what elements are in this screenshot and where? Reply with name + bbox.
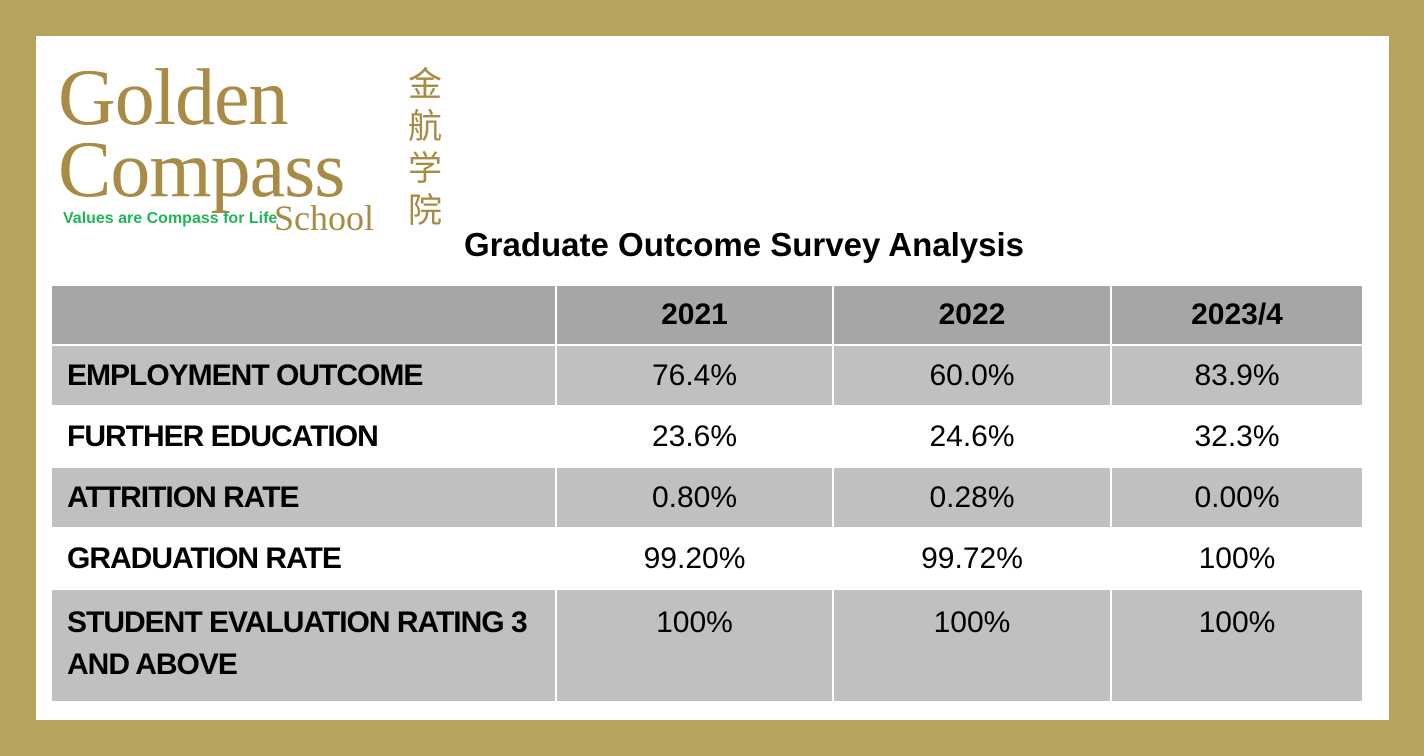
row-label: GRADUATION RATE [50,527,557,590]
row-label: STUDENT EVALUATION RATING 3 AND ABOVE [50,588,557,703]
table-cell: 32.3% [1110,405,1364,468]
table-cell: 60.0% [832,344,1112,407]
table-cell: 24.6% [832,405,1112,468]
table-cell: 0.80% [555,466,834,529]
table-cell: 100% [832,588,1112,703]
table-cell: 100% [1110,527,1364,590]
table-header-row: 2021 2022 2023/4 [50,284,1364,346]
table-row: FURTHER EDUCATION 23.6% 24.6% 32.3% [50,405,1364,468]
logo-tagline: Values are Compass for Life [63,210,278,227]
table-cell: 99.72% [832,527,1112,590]
table-cell: 23.6% [555,405,834,468]
header-cell-2021: 2021 [555,284,834,346]
table-cell: 0.00% [1110,466,1364,529]
table-cell: 76.4% [555,344,834,407]
outcome-table: 2021 2022 2023/4 EMPLOYMENT OUTCOME 76.4… [50,284,1364,703]
header-cell-2023-4: 2023/4 [1110,284,1364,346]
table-row: ATTRITION RATE 0.80% 0.28% 0.00% [50,466,1364,529]
table-row: GRADUATION RATE 99.20% 99.72% 100% [50,527,1364,590]
row-label: FURTHER EDUCATION [50,405,557,468]
table-cell: 100% [1110,588,1364,703]
header-cell-2022: 2022 [832,284,1112,346]
logo-wordmark-school: School [274,198,375,238]
logo-chinese-name: 金航学院 [408,65,442,231]
row-label: ATTRITION RATE [50,466,557,529]
table-cell: 0.28% [832,466,1112,529]
row-label: EMPLOYMENT OUTCOME [50,344,557,407]
table-cell: 83.9% [1110,344,1364,407]
table-cell: 100% [555,588,834,703]
logo-wordmark-golden: Golden [58,54,289,142]
table-row: EMPLOYMENT OUTCOME 76.4% 60.0% 83.9% [50,344,1364,407]
logo-wordmark-compass: Compass [58,126,345,214]
school-logo: Golden Compass School Values are Compass… [58,58,458,238]
header-cell-blank [50,284,557,346]
page-title: Graduate Outcome Survey Analysis [464,226,1024,263]
table-row: STUDENT EVALUATION RATING 3 AND ABOVE 10… [50,588,1364,703]
table-cell: 99.20% [555,527,834,590]
